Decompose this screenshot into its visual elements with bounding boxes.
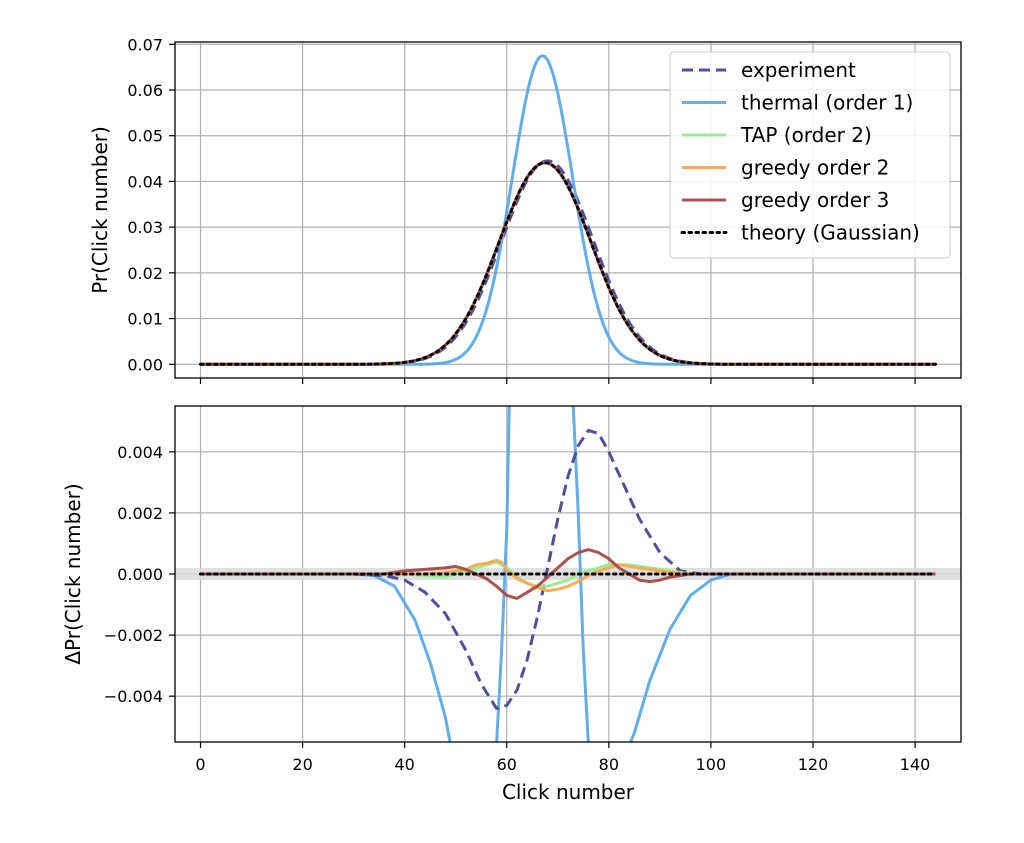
bottom-plot-area [199, 406, 937, 742]
bottom-x-tick-label: 80 [599, 755, 619, 774]
legend-label-tap-order-2: TAP (order 2) [740, 123, 872, 147]
top-y-tick-label: 0.03 [127, 218, 163, 237]
bottom-y-tick-label: 0.000 [117, 565, 163, 584]
top-plot-area [199, 54, 937, 366]
legend-label-greedy-order-3: greedy order 3 [741, 188, 889, 212]
legend: experiment thermal (order 1) TAP (order 2)… [669, 51, 951, 259]
top-y-tick-label: 0.06 [127, 81, 163, 100]
top-y-tick-label: 0.05 [127, 127, 163, 146]
bottom-x-tick-label: 40 [394, 755, 414, 774]
top-y-tick-label: 0.01 [127, 310, 163, 329]
bottom-y-tick-label: −0.002 [104, 626, 163, 645]
legend-label-greedy-order-2: greedy order 2 [741, 156, 889, 180]
bottom-y-tick-label: −0.004 [104, 687, 163, 706]
bottom-series-thermal-order-1 [200, 406, 936, 742]
bottom-ticks: 0 20 40 60 80 100 120 140 −0.004 −0.002 0.000 0.002… [104, 443, 931, 774]
legend-label-experiment: experiment [741, 58, 856, 82]
bottom-y-axis-label: ΔPr(Click number) [61, 483, 85, 664]
legend-label-theory-gaussian: theory (Gaussian) [741, 221, 920, 245]
top-ticks: 0.00 0.01 0.02 0.03 0.04 0.05 0.06 0.07 [127, 35, 916, 384]
bottom-x-tick-label: 0 [195, 755, 205, 774]
legend-label-thermal-order-1: thermal (order 1) [741, 91, 913, 115]
x-axis-label: Click number [502, 780, 635, 804]
bottom-y-tick-label: 0.004 [117, 443, 163, 462]
top-y-tick-label: 0.02 [127, 264, 163, 283]
top-y-axis-label: Pr(Click number) [88, 126, 112, 294]
top-series-theory-gaussian [199, 161, 937, 366]
bottom-x-tick-label: 100 [696, 755, 727, 774]
top-y-tick-label: 0.00 [127, 355, 163, 374]
bottom-x-tick-label: 120 [798, 755, 829, 774]
bottom-y-tick-label: 0.002 [117, 504, 163, 523]
bottom-x-tick-label: 140 [900, 755, 931, 774]
bottom-series-experiment [200, 428, 936, 710]
bottom-x-tick-label: 20 [292, 755, 312, 774]
top-y-tick-label: 0.07 [127, 35, 163, 54]
top-panel: 0.00 0.01 0.02 0.03 0.04 0.05 0.06 0.07 Pr(Clic… [88, 35, 962, 384]
top-axes-frame [174, 41, 962, 379]
legend-frame [669, 51, 951, 259]
bottom-panel: 0 20 40 60 80 100 120 140 −0.004 −0.002 0.000 0.002… [61, 405, 962, 804]
bottom-x-tick-label: 60 [497, 755, 517, 774]
top-y-tick-label: 0.04 [127, 172, 163, 191]
